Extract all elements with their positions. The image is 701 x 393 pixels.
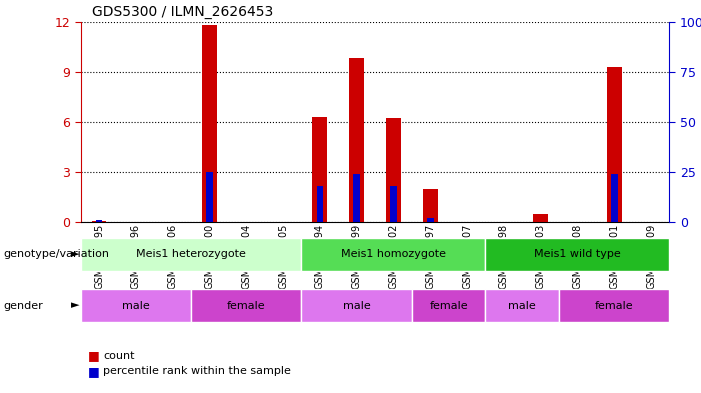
Text: GSM1087500: GSM1087500 bbox=[205, 223, 215, 289]
Text: GSM1087495: GSM1087495 bbox=[94, 223, 104, 289]
Bar bbox=[81, 289, 191, 322]
Text: GSM1087502: GSM1087502 bbox=[388, 223, 398, 289]
Text: GSM1087497: GSM1087497 bbox=[426, 223, 435, 289]
Bar bbox=[607, 67, 622, 222]
Bar bbox=[427, 218, 433, 222]
Bar bbox=[353, 174, 360, 222]
Bar bbox=[390, 186, 397, 222]
Bar bbox=[611, 174, 618, 222]
Text: ■: ■ bbox=[88, 349, 100, 362]
Text: genotype/variation: genotype/variation bbox=[4, 250, 109, 259]
Text: GSM1087503: GSM1087503 bbox=[536, 223, 545, 289]
Text: GSM1087509: GSM1087509 bbox=[646, 223, 656, 289]
Bar bbox=[92, 221, 107, 222]
Bar bbox=[96, 220, 102, 222]
Text: male: male bbox=[122, 301, 150, 310]
Bar bbox=[349, 58, 364, 222]
Text: ■: ■ bbox=[88, 365, 100, 378]
Text: GSM1087501: GSM1087501 bbox=[609, 223, 619, 289]
Bar bbox=[313, 117, 327, 222]
Text: ►: ► bbox=[71, 250, 79, 259]
Bar bbox=[412, 289, 485, 322]
Text: ►: ► bbox=[71, 301, 79, 310]
Text: percentile rank within the sample: percentile rank within the sample bbox=[103, 366, 291, 376]
Bar bbox=[301, 289, 411, 322]
Text: Meis1 homozygote: Meis1 homozygote bbox=[341, 250, 446, 259]
Text: GSM1087505: GSM1087505 bbox=[278, 223, 288, 289]
Bar bbox=[485, 238, 669, 271]
Text: male: male bbox=[343, 301, 371, 310]
Text: GSM1087494: GSM1087494 bbox=[315, 223, 325, 288]
Text: female: female bbox=[595, 301, 634, 310]
Bar bbox=[386, 118, 401, 222]
Bar bbox=[191, 289, 301, 322]
Bar bbox=[317, 186, 323, 222]
Text: GSM1087498: GSM1087498 bbox=[499, 223, 509, 288]
Bar bbox=[559, 289, 669, 322]
Bar bbox=[206, 172, 212, 222]
Bar bbox=[301, 238, 485, 271]
Bar bbox=[423, 189, 437, 222]
Text: female: female bbox=[429, 301, 468, 310]
Bar bbox=[81, 238, 301, 271]
Text: female: female bbox=[227, 301, 266, 310]
Bar bbox=[202, 25, 217, 222]
Text: gender: gender bbox=[4, 301, 43, 310]
Text: GSM1087507: GSM1087507 bbox=[462, 223, 472, 289]
Text: GSM1087506: GSM1087506 bbox=[168, 223, 177, 289]
Text: GDS5300 / ILMN_2626453: GDS5300 / ILMN_2626453 bbox=[93, 5, 273, 19]
Text: Meis1 wild type: Meis1 wild type bbox=[534, 250, 621, 259]
Text: Meis1 heterozygote: Meis1 heterozygote bbox=[136, 250, 246, 259]
Text: GSM1087499: GSM1087499 bbox=[352, 223, 362, 288]
Bar bbox=[485, 289, 559, 322]
Text: GSM1087496: GSM1087496 bbox=[131, 223, 141, 288]
Bar bbox=[533, 214, 548, 222]
Text: GSM1087504: GSM1087504 bbox=[241, 223, 251, 289]
Text: count: count bbox=[103, 351, 135, 361]
Text: male: male bbox=[508, 301, 536, 310]
Text: GSM1087508: GSM1087508 bbox=[573, 223, 583, 289]
